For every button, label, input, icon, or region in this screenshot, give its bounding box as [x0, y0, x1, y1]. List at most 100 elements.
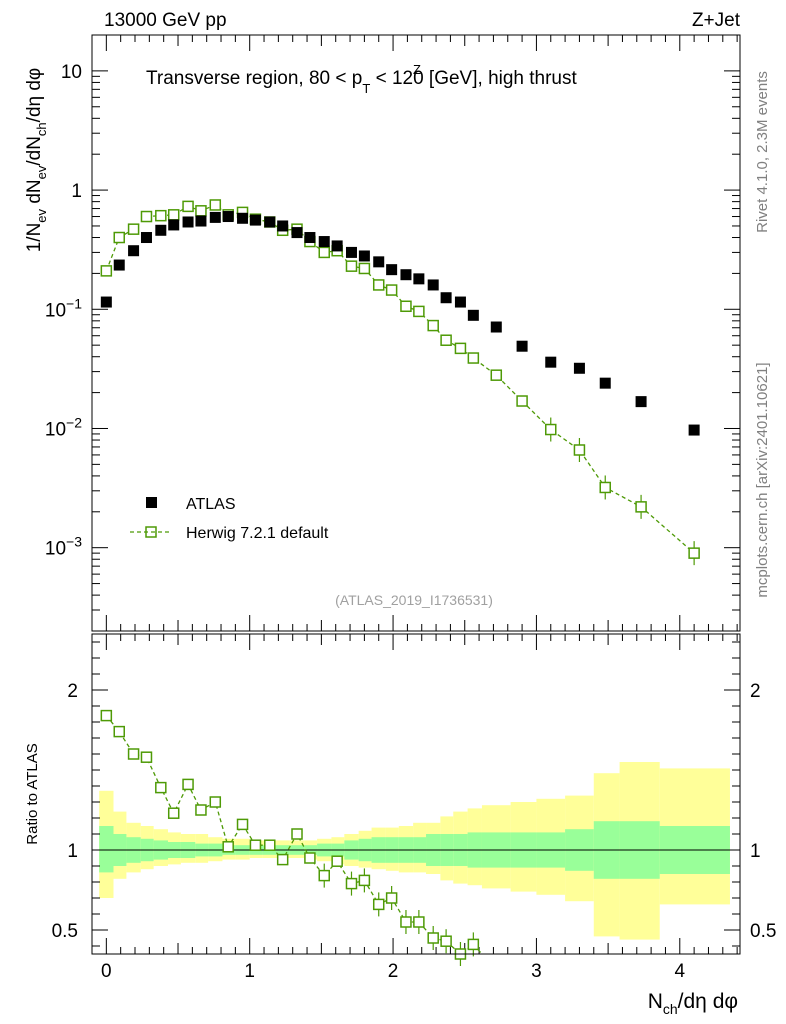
main-title-sup: Z — [413, 62, 421, 77]
atlas-point — [454, 296, 466, 308]
ylabel-p4: /dη dφ — [24, 68, 45, 123]
main-y-tick-label: 10 — [61, 62, 82, 83]
herwig-point — [454, 342, 467, 355]
atlas-point — [155, 224, 167, 236]
ratio-herwig-point — [249, 839, 262, 851]
legend-herwig-marker — [145, 526, 157, 538]
herwig-point — [573, 444, 586, 456]
ratio-herwig-point — [318, 869, 330, 882]
y-tick-exponent: −3 — [66, 534, 82, 550]
atlas-point — [688, 424, 700, 436]
atlas-point — [635, 396, 647, 408]
ratio-y-axis-label: Ratio to ATLAS — [24, 743, 41, 844]
ratio-herwig-point — [182, 778, 194, 791]
ratio-herwig-point — [155, 781, 167, 794]
ylabel-s1: ev — [34, 208, 49, 222]
herwig-point — [100, 265, 113, 277]
herwig-point — [427, 319, 439, 332]
atlas-point — [168, 219, 180, 231]
herwig-point — [358, 262, 371, 275]
herwig-point — [182, 200, 194, 213]
ylabel-p3: /dN — [24, 136, 45, 166]
ylabel-p2: dN — [24, 179, 45, 209]
main-y-tick-label: 1 — [71, 181, 82, 202]
ratio-herwig-point — [372, 898, 385, 911]
main-y-tick-label: 10−2 — [45, 414, 82, 440]
ylabel-p1: 1/N — [24, 223, 45, 253]
atlas-point — [100, 296, 112, 308]
atlas-point — [249, 214, 261, 226]
herwig-point — [545, 423, 557, 436]
atlas-point — [264, 216, 276, 228]
atlas-point — [277, 220, 289, 232]
atlas-point — [516, 340, 528, 352]
x-tick-label: 2 — [388, 961, 399, 982]
herwig-point — [195, 205, 207, 217]
herwig-point — [635, 501, 647, 513]
ratio-herwig-point — [222, 841, 234, 853]
ratio-y-tick-label: 0.5 — [52, 921, 78, 942]
x-tick-label: 0 — [101, 961, 112, 982]
herwig-point — [167, 209, 180, 221]
herwig-point — [440, 334, 452, 346]
ratio-y-tick-label: 1 — [67, 841, 78, 862]
herwig-point — [113, 231, 125, 244]
herwig-point — [372, 279, 385, 291]
atlas-point — [467, 309, 479, 321]
ratio-herwig-point — [413, 916, 425, 928]
herwig-point — [688, 547, 700, 559]
ratio-herwig-point — [427, 932, 439, 944]
main-title-sub: T — [362, 81, 370, 96]
atlas-point — [182, 216, 194, 228]
herwig-point — [400, 300, 412, 313]
atlas-point — [209, 211, 221, 223]
ratio-herwig-point — [331, 855, 343, 867]
y-tick-base: 10 — [45, 539, 66, 560]
main-plot-frame — [91, 34, 741, 632]
ratio-panel: 0.5 0.5 1 1 2 2 0 1 2 3 4 Ratio to ATLAS Nch/dη d… — [24, 633, 776, 1017]
atlas-point — [545, 356, 557, 368]
ratio-herwig-point — [236, 818, 249, 831]
herwig-point — [599, 481, 611, 494]
legend-herwig-label: Herwig 7.2.1 default — [186, 525, 329, 542]
main-y-tick-label: 10−1 — [45, 295, 82, 321]
xlabel-p1: N — [648, 990, 663, 1013]
xlabel-p2: /dη dφ — [678, 990, 738, 1013]
atlas-point — [427, 279, 439, 291]
rivet-version-label: Rivet 4.1.0, 2.3M events — [754, 71, 771, 233]
atlas-point — [599, 377, 611, 389]
atlas-point — [413, 273, 425, 285]
ratio-herwig-point — [195, 804, 207, 816]
herwig-point — [318, 246, 330, 259]
atlas-point — [345, 246, 357, 258]
herwig-point — [209, 199, 222, 211]
ylabel-s3: ch — [34, 122, 49, 136]
atlas-point — [318, 236, 330, 248]
main-title-part-a: Transverse region, 80 < p — [146, 68, 362, 89]
x-tick-label: 1 — [244, 961, 255, 982]
ratio-herwig-point — [291, 828, 303, 840]
y-tick-exponent: −1 — [66, 295, 82, 311]
legend-atlas-marker — [146, 497, 157, 508]
main-y-tick-label: 10−3 — [45, 534, 82, 560]
herwig-point — [413, 305, 425, 318]
ratio-herwig-point — [209, 796, 222, 808]
y-tick-base: 10 — [45, 419, 66, 440]
herwig-point — [345, 260, 358, 272]
x-tick-label: 3 — [531, 961, 542, 982]
atlas-point — [304, 232, 316, 244]
ratio-herwig-point — [467, 938, 480, 951]
ratio-herwig-point — [304, 852, 316, 864]
herwig-point — [140, 210, 153, 223]
legend: ATLAS Herwig 7.2.1 default — [130, 496, 329, 542]
ratio-herwig-point — [358, 874, 371, 887]
main-y-axis-label: 1/Nev dNev/dNch/dη dφ — [24, 68, 49, 253]
main-title-part-b: < 120 [GeV], high thrust — [370, 68, 577, 89]
atlas-point — [140, 232, 152, 244]
herwig-point — [385, 284, 398, 296]
ratio-herwig-point — [100, 709, 113, 722]
xlabel-s1: ch — [663, 1001, 678, 1017]
atlas-point — [331, 240, 343, 252]
ratio-y-tick-label-right: 1 — [750, 841, 761, 862]
